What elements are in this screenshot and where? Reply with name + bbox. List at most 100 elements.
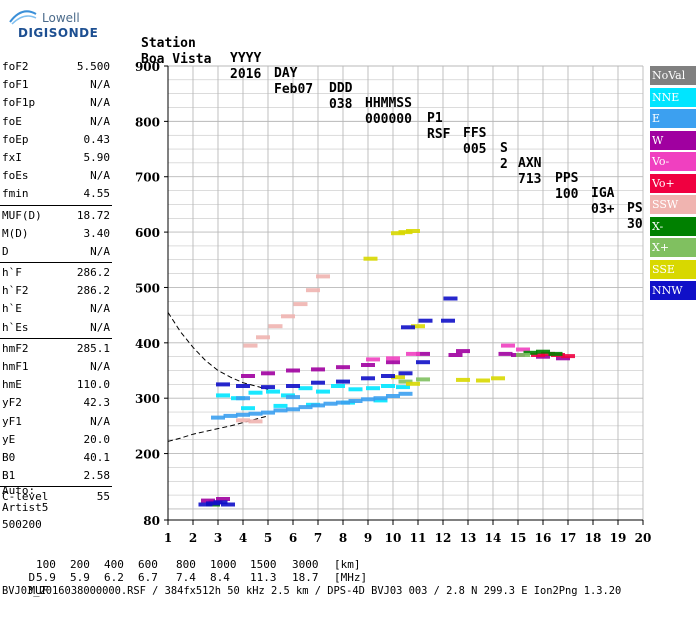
muf-value: 7.4 [176, 571, 196, 584]
echo-point [391, 231, 405, 236]
echo-point [401, 325, 415, 330]
echo-point [406, 381, 420, 386]
x-tick-label: 16 [535, 531, 552, 545]
header-label: AXN [518, 156, 542, 171]
param-value: 18.72 [76, 208, 110, 222]
echo-point [286, 368, 300, 373]
param-value: 110.0 [76, 378, 110, 392]
muf-row: MUF [2, 571, 49, 610]
echo-point [491, 376, 505, 381]
axes [164, 65, 644, 525]
muf-value: 6.7 [138, 571, 158, 584]
echo-point [298, 386, 313, 391]
legend-item: NNE [650, 87, 696, 107]
echo-point [286, 407, 300, 412]
echo-point [216, 497, 230, 501]
echo-point [206, 501, 220, 506]
param-row: foEs N/A [0, 167, 112, 185]
header-label: DAY [274, 66, 298, 81]
echo-point [281, 314, 295, 319]
param-label: D [2, 244, 9, 258]
header-label: HHMMSS [365, 96, 412, 111]
param-value: 5.500 [76, 60, 110, 73]
param-value: N/A [90, 114, 110, 128]
param-row: h`Es N/A [0, 319, 112, 337]
echo-point [236, 418, 250, 423]
echo-point [273, 403, 288, 408]
direction-legend: NoVal NNE E W Vo- Vo+ SSW X- X+ SSE NNW [650, 66, 696, 303]
header-label: PPS [555, 171, 579, 186]
echo-point [398, 371, 413, 376]
param-divider [0, 204, 112, 206]
param-row: foF1 N/A [0, 76, 112, 94]
param-value: 0.43 [83, 132, 111, 146]
echo-point [361, 376, 375, 381]
echo-point [373, 398, 388, 403]
auto-version: 500200 [2, 518, 42, 531]
param-label: hmF1 [2, 360, 29, 373]
param-row: D N/A [0, 243, 112, 261]
header-value: 005 [463, 142, 487, 157]
param-label: h`E [2, 302, 22, 316]
profile-lines [167, 312, 269, 442]
echo-point [248, 419, 263, 424]
header-value: 2 [500, 157, 508, 172]
param-label: hmE [2, 378, 22, 392]
header-label: DDD [329, 81, 353, 96]
y-tick-label: 700 [135, 171, 160, 185]
echo-point [311, 403, 325, 408]
param-label: hmF2 [2, 341, 29, 355]
param-value: 285.1 [76, 341, 110, 355]
param-label: foE [2, 114, 22, 128]
echo-point [363, 256, 378, 261]
x-tick-label: 8 [339, 531, 347, 545]
distance-row: D [2, 558, 36, 597]
param-value: 286.2 [76, 266, 110, 280]
param-value: N/A [90, 169, 110, 183]
param-label: h`F [2, 266, 22, 280]
param-value: 5.90 [83, 150, 111, 164]
echo-point [516, 353, 530, 357]
y-tick-label: 500 [135, 281, 160, 295]
echo-point [443, 296, 458, 301]
param-row: yE 20.0 [0, 431, 112, 449]
legend-item: X- [650, 216, 696, 236]
param-value: N/A [90, 320, 110, 334]
echo-point [216, 382, 230, 387]
echo-point [243, 343, 258, 348]
header-value: 713 [518, 172, 542, 187]
param-value: 286.2 [76, 284, 110, 298]
param-label: B0 [2, 450, 16, 464]
echo-point [411, 324, 425, 329]
echo-point [391, 375, 405, 380]
echo-point [523, 350, 538, 355]
echo-point [373, 396, 388, 401]
echo-point [198, 502, 213, 507]
header-value: 03+ [591, 202, 615, 217]
header-labels: Station YYYY DAY DDD HHMMSS P1 FFS S AXN… [141, 21, 643, 216]
param-row: B0 40.1 [0, 449, 112, 467]
echo-point [248, 390, 263, 395]
echo-point [261, 371, 275, 376]
param-row: h`F 286.2 [0, 264, 112, 282]
param-value: 4.55 [83, 187, 111, 201]
echo-point [256, 335, 270, 340]
y-tick-label: 300 [135, 392, 160, 406]
echo-point [561, 354, 575, 359]
echo-point [386, 360, 400, 365]
echo-point [448, 353, 463, 357]
param-label: M(D) [2, 226, 29, 240]
echo-point [216, 393, 230, 398]
echo-point [268, 324, 283, 329]
x-tick-label: 2 [189, 531, 197, 545]
param-label: foF1 [2, 78, 29, 92]
x-tick-label: 3 [214, 531, 222, 545]
echo-point [386, 356, 400, 361]
param-label: B1 [2, 469, 16, 483]
y-tick-label: 900 [135, 60, 160, 74]
echo-point [336, 365, 350, 370]
muf-label: MUF [28, 584, 49, 597]
x-tick-label: 15 [510, 531, 527, 545]
x-tick-label: 17 [560, 531, 577, 545]
param-value: N/A [90, 360, 110, 373]
